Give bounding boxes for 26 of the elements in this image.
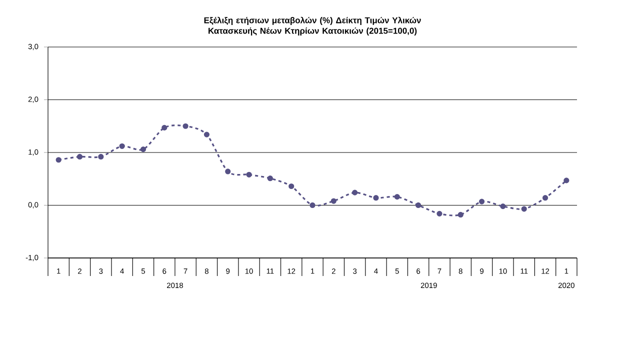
point [478, 198, 485, 204]
chart-title: Εξέλιξη ετήσιων μεταβολών (%) Δείκτη Τιμών Υλικών Κατασκευής Νέων Κτηρίων Κατοικιών (2015=100,0) [204, 16, 421, 36]
point [76, 154, 83, 160]
point [373, 195, 379, 201]
point [98, 154, 104, 160]
point [56, 157, 62, 163]
point [182, 123, 188, 129]
point [204, 132, 210, 138]
point [267, 176, 273, 182]
point [458, 212, 464, 218]
point [246, 172, 252, 178]
point [330, 198, 336, 204]
point [542, 195, 548, 201]
point [564, 178, 570, 184]
point [310, 202, 316, 208]
point [225, 168, 231, 174]
point [352, 190, 358, 196]
point [436, 210, 442, 216]
point [500, 203, 506, 210]
point [162, 124, 168, 130]
point [140, 146, 146, 152]
point [521, 206, 527, 212]
point [288, 183, 294, 190]
point [394, 194, 400, 200]
point [416, 202, 422, 208]
point [119, 143, 125, 149]
